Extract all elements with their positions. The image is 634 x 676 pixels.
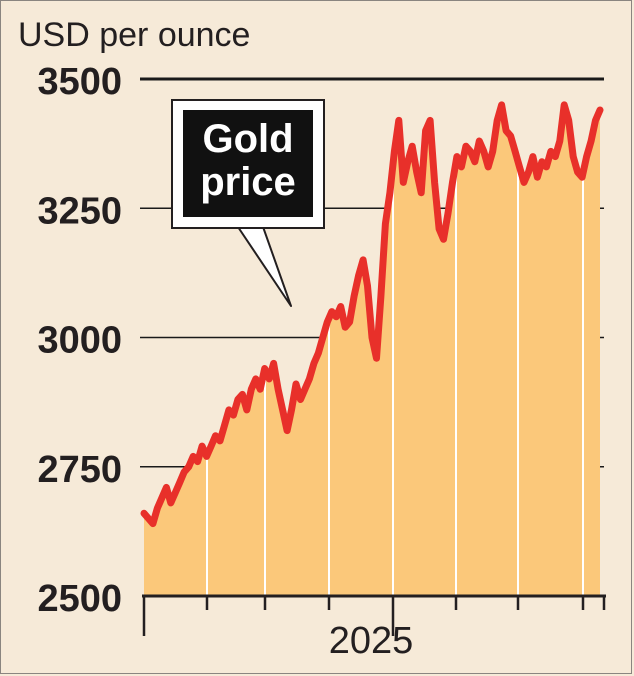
y-tick-label-3250: 3250: [37, 190, 122, 232]
callout-label-line2: price: [200, 160, 296, 204]
price-line: [140, 101, 604, 528]
y-tick-label-3500: 3500: [37, 61, 122, 103]
callout-pointer: [235, 223, 292, 307]
y-tick-label-2500: 2500: [37, 578, 122, 620]
y-tick-label-3000: 3000: [37, 320, 122, 362]
callout-label-line1: Gold: [202, 117, 293, 161]
y-unit-label: USD per ounce: [18, 16, 250, 54]
x-tick-label-2025: 2025: [329, 620, 414, 662]
callout-box: [183, 110, 313, 217]
y-tick-label-2750: 2750: [37, 449, 122, 491]
